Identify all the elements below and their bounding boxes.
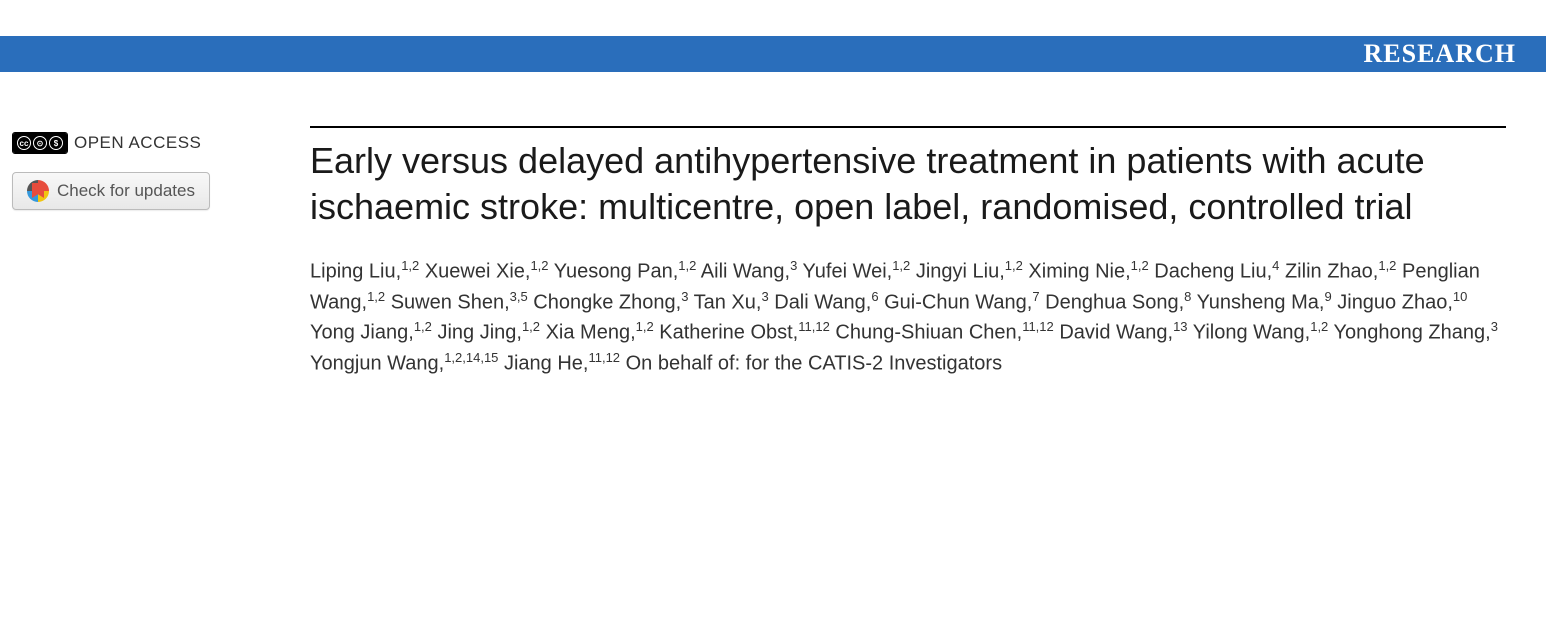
content-area: cc ⊙ $ OPEN ACCESS Check for updates Ear… — [0, 126, 1546, 379]
sidebar: cc ⊙ $ OPEN ACCESS Check for updates — [12, 126, 310, 379]
open-access-label: OPEN ACCESS — [74, 133, 201, 153]
crossmark-icon — [27, 180, 49, 202]
cc-license-icon: cc ⊙ $ — [12, 132, 68, 154]
check-for-updates-button[interactable]: Check for updates — [12, 172, 210, 210]
article-title: Early versus delayed antihypertensive tr… — [310, 138, 1506, 230]
check-updates-label: Check for updates — [57, 181, 195, 201]
section-header-bar: RESEARCH — [0, 36, 1546, 72]
author-list: Liping Liu,1,2 Xuewei Xie,1,2 Yuesong Pa… — [310, 256, 1506, 379]
title-rule — [310, 126, 1506, 128]
open-access-badge: cc ⊙ $ OPEN ACCESS — [12, 132, 290, 154]
section-label: RESEARCH — [1364, 39, 1516, 69]
main-column: Early versus delayed antihypertensive tr… — [310, 126, 1546, 379]
